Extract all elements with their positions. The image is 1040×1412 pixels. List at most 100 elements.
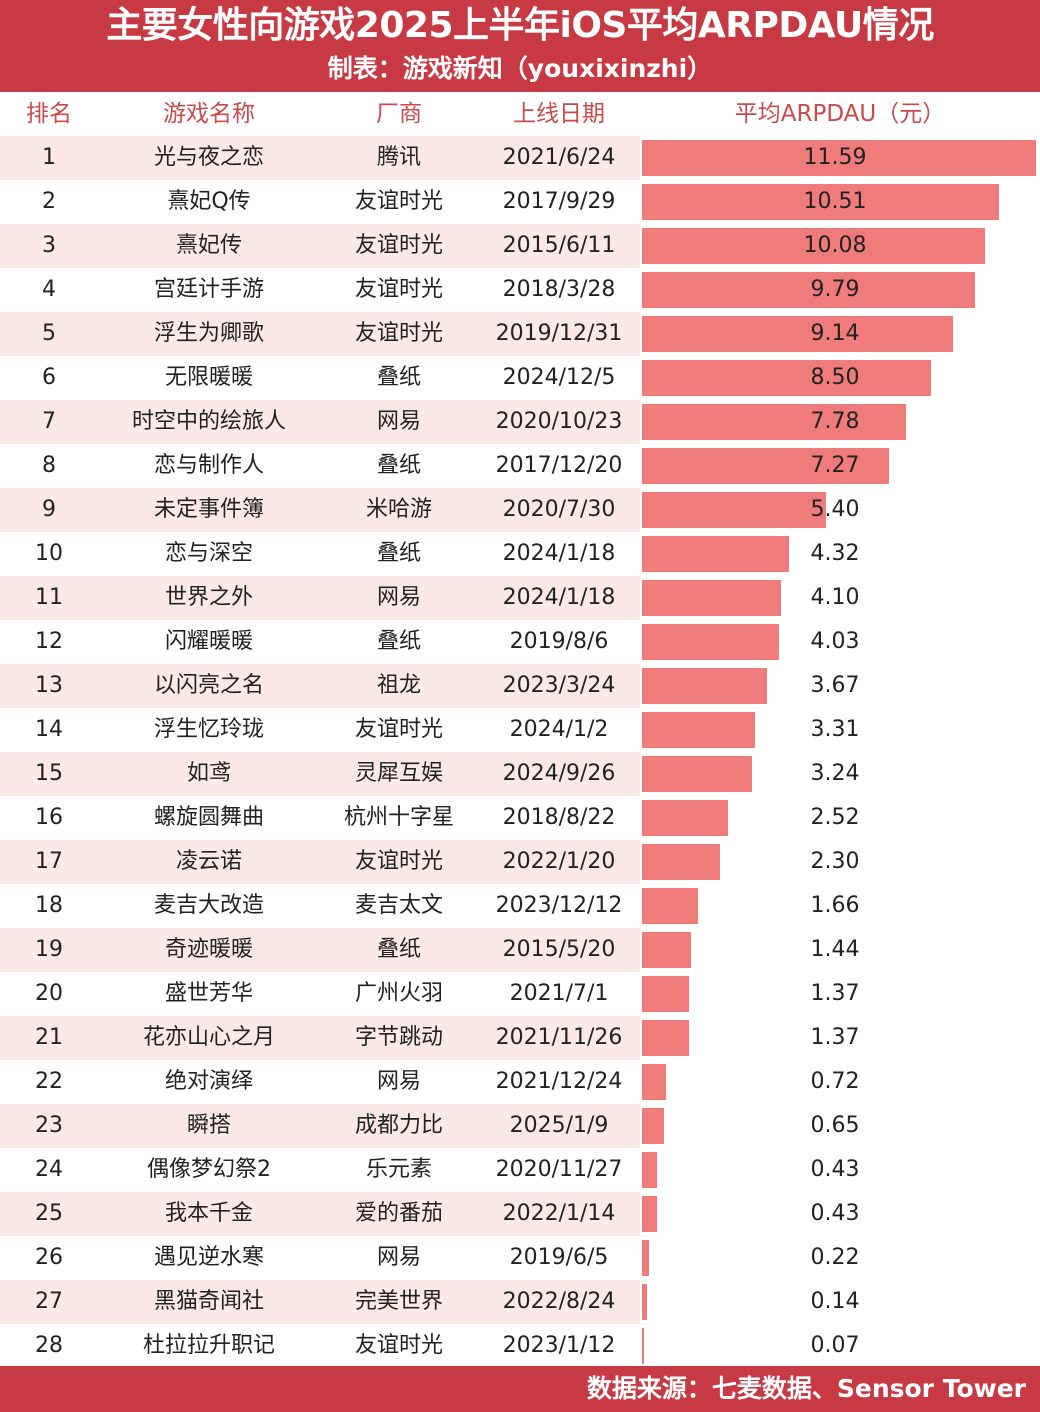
arpdau-bar bbox=[642, 448, 890, 484]
table-row: 9 未定事件簿 米哈游 2020/7/30 5.40 bbox=[0, 488, 1040, 532]
game-name-cell: 熹妃Q传 bbox=[167, 189, 251, 214]
rank-cell: 17 bbox=[35, 849, 63, 874]
arpdau-bar bbox=[642, 1284, 647, 1320]
rank-cell: 23 bbox=[35, 1113, 63, 1138]
bar-cell: 5.40 bbox=[640, 488, 1040, 532]
bar-cell: 0.43 bbox=[640, 1148, 1040, 1192]
launch-date-cell: 2015/5/20 bbox=[502, 937, 616, 962]
bar-cell: 0.22 bbox=[640, 1236, 1040, 1280]
arpdau-bar bbox=[642, 404, 907, 440]
vendor-cell: 网易 bbox=[376, 1245, 421, 1270]
footer-banner: 数据来源：七麦数据、Sensor Tower bbox=[0, 1366, 1040, 1412]
bar-cell: 1.37 bbox=[640, 972, 1040, 1016]
bar-cell: 0.43 bbox=[640, 1192, 1040, 1236]
rank-cell: 27 bbox=[35, 1289, 63, 1314]
vendor-cell: 乐元素 bbox=[365, 1157, 432, 1182]
launch-date-cell: 2022/1/14 bbox=[502, 1201, 616, 1226]
bar-cell: 9.14 bbox=[640, 312, 1040, 356]
table-row: 8 恋与制作人 叠纸 2017/12/20 7.27 bbox=[0, 444, 1040, 488]
arpdau-bar bbox=[642, 1152, 657, 1188]
launch-date-cell: 2025/1/9 bbox=[509, 1113, 609, 1138]
launch-date-cell: 2024/9/26 bbox=[502, 761, 616, 786]
launch-date-cell: 2023/1/12 bbox=[502, 1333, 616, 1358]
arpdau-bar bbox=[642, 1020, 689, 1056]
vendor-cell: 友谊时光 bbox=[354, 1333, 443, 1358]
arpdau-bar bbox=[642, 184, 1000, 220]
launch-date-cell: 2020/10/23 bbox=[495, 409, 623, 434]
table-row: 4 宫廷计手游 友谊时光 2018/3/28 9.79 bbox=[0, 268, 1040, 312]
rank-cell: 6 bbox=[42, 365, 56, 390]
arpdau-bar bbox=[642, 580, 782, 616]
rank-cell: 25 bbox=[35, 1201, 63, 1226]
arpdau-bar bbox=[642, 140, 1036, 176]
vendor-cell: 成都力比 bbox=[354, 1113, 443, 1138]
rank-cell: 28 bbox=[35, 1333, 63, 1358]
table-row: 16 螺旋圆舞曲 杭州十字星 2018/8/22 2.52 bbox=[0, 796, 1040, 840]
launch-date-cell: 2020/11/27 bbox=[495, 1157, 623, 1182]
vendor-cell: 杭州十字星 bbox=[343, 805, 454, 830]
rank-cell: 5 bbox=[42, 321, 56, 346]
table-row: 20 盛世芳华 广州火羽 2021/7/1 1.37 bbox=[0, 972, 1040, 1016]
rank-cell: 21 bbox=[35, 1025, 63, 1050]
vendor-cell: 麦吉太文 bbox=[354, 893, 443, 918]
bar-cell: 3.31 bbox=[640, 708, 1040, 752]
launch-date-cell: 2015/6/11 bbox=[502, 233, 616, 258]
table-row: 13 以闪亮之名 祖龙 2023/3/24 3.67 bbox=[0, 664, 1040, 708]
game-name-cell: 我本千金 bbox=[164, 1201, 253, 1226]
rank-cell: 16 bbox=[35, 805, 63, 830]
vendor-cell: 网易 bbox=[376, 409, 421, 434]
column-header-date: 上线日期 bbox=[513, 101, 605, 127]
vendor-cell: 友谊时光 bbox=[354, 717, 443, 742]
bar-cell: 4.10 bbox=[640, 576, 1040, 620]
game-name-cell: 麦吉大改造 bbox=[153, 893, 264, 918]
vendor-cell: 爱的番茄 bbox=[354, 1201, 443, 1226]
rank-cell: 19 bbox=[35, 937, 63, 962]
table-row: 12 闪耀暖暖 叠纸 2019/8/6 4.03 bbox=[0, 620, 1040, 664]
rank-cell: 26 bbox=[35, 1245, 63, 1270]
arpdau-bar bbox=[642, 756, 753, 792]
arpdau-bar bbox=[642, 1108, 665, 1144]
rank-cell: 14 bbox=[35, 717, 63, 742]
game-name-cell: 遇见逆水寒 bbox=[153, 1245, 264, 1270]
rank-cell: 3 bbox=[42, 233, 56, 258]
vendor-cell: 友谊时光 bbox=[354, 233, 443, 258]
game-name-cell: 无限暖暖 bbox=[164, 365, 253, 390]
rank-cell: 12 bbox=[35, 629, 63, 654]
arpdau-bar bbox=[642, 492, 826, 528]
arpdau-bar bbox=[642, 800, 728, 836]
game-name-cell: 以闪亮之名 bbox=[153, 673, 264, 698]
arpdau-bar bbox=[642, 316, 953, 352]
launch-date-cell: 2021/6/24 bbox=[502, 145, 616, 170]
launch-date-cell: 2017/12/20 bbox=[495, 453, 623, 478]
arpdau-bar bbox=[642, 624, 779, 660]
table-row: 23 瞬搭 成都力比 2025/1/9 0.65 bbox=[0, 1104, 1040, 1148]
bar-cell: 0.07 bbox=[640, 1324, 1040, 1368]
bar-cell: 1.44 bbox=[640, 928, 1040, 972]
bar-cell: 0.14 bbox=[640, 1280, 1040, 1324]
table-row: 25 我本千金 爱的番茄 2022/1/14 0.43 bbox=[0, 1192, 1040, 1236]
game-name-cell: 浮生忆玲珑 bbox=[153, 717, 264, 742]
rank-cell: 8 bbox=[42, 453, 56, 478]
launch-date-cell: 2023/12/12 bbox=[495, 893, 623, 918]
rank-cell: 15 bbox=[35, 761, 63, 786]
game-name-cell: 绝对演绎 bbox=[164, 1069, 253, 1094]
column-header-arpdau: 平均ARPDAU（元） bbox=[734, 101, 946, 127]
vendor-cell: 祖龙 bbox=[376, 673, 421, 698]
bar-cell: 3.24 bbox=[640, 752, 1040, 796]
launch-date-cell: 2017/9/29 bbox=[502, 189, 616, 214]
launch-date-cell: 2024/12/5 bbox=[502, 365, 616, 390]
game-name-cell: 凌云诺 bbox=[175, 849, 242, 874]
launch-date-cell: 2021/12/24 bbox=[495, 1069, 623, 1094]
launch-date-cell: 2020/7/30 bbox=[502, 497, 616, 522]
vendor-cell: 米哈游 bbox=[365, 497, 432, 522]
bar-cell: 7.27 bbox=[640, 444, 1040, 488]
vendor-cell: 完美世界 bbox=[354, 1289, 443, 1314]
arpdau-bar bbox=[642, 888, 699, 924]
game-name-cell: 未定事件簿 bbox=[153, 497, 264, 522]
bar-cell: 7.78 bbox=[640, 400, 1040, 444]
game-name-cell: 盛世芳华 bbox=[164, 981, 253, 1006]
vendor-cell: 友谊时光 bbox=[354, 189, 443, 214]
table-row: 18 麦吉大改造 麦吉太文 2023/12/12 1.66 bbox=[0, 884, 1040, 928]
vendor-cell: 友谊时光 bbox=[354, 321, 443, 346]
bar-cell: 8.50 bbox=[640, 356, 1040, 400]
